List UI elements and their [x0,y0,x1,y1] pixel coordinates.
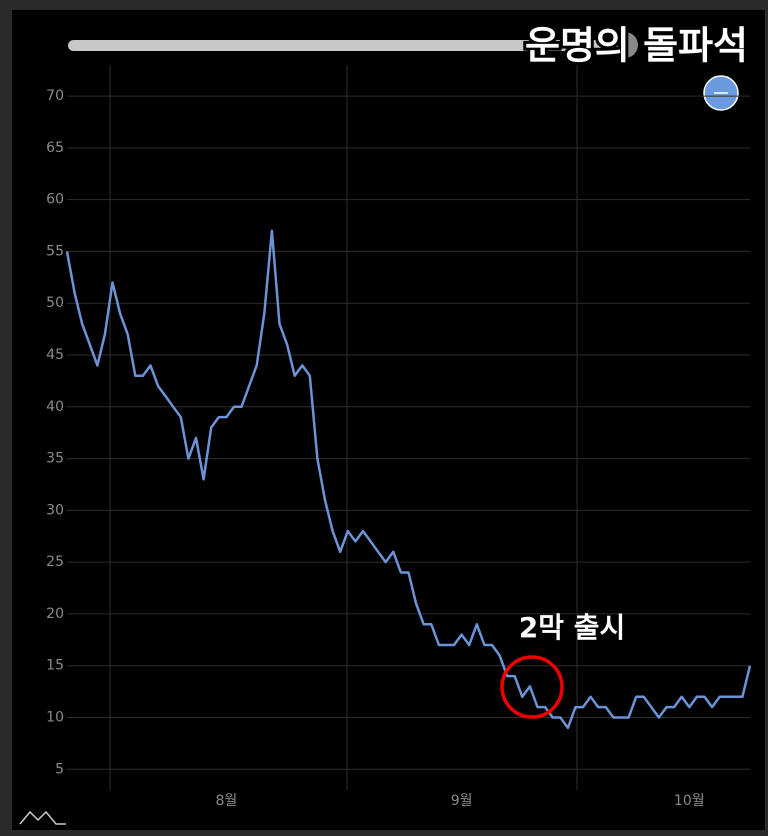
y-tick-label: 5 [55,761,64,777]
y-tick-label: 15 [46,658,64,674]
y-tick-label: 10 [46,710,64,726]
data-line [65,229,752,730]
chart-title: 운명의 돌파석 [525,24,748,68]
logo-icon [19,810,66,825]
annotation-circle [500,655,564,719]
range-slider[interactable] [68,40,630,51]
x-tick-label: 9월 [451,793,473,809]
y-tick-label: 65 [46,140,64,156]
y-tick-label: 25 [46,554,64,570]
y-tick-label: 70 [46,88,64,104]
x-tick-label: 10월 [674,793,705,809]
chart-background [12,10,765,830]
y-tick-label: 45 [46,347,64,363]
y-tick-label: 40 [46,399,64,415]
y-tick-label: 50 [46,295,64,311]
x-tick-label: 8월 [215,793,237,809]
y-tick-label: 55 [46,243,64,259]
y-tick-label: 35 [46,451,64,467]
slider-handle[interactable] [612,32,638,58]
annotation: 2막 출시 [519,611,626,644]
y-tick-label: 30 [46,502,64,518]
y-tick-label: 60 [46,192,64,208]
y-tick-label: 20 [46,606,64,622]
